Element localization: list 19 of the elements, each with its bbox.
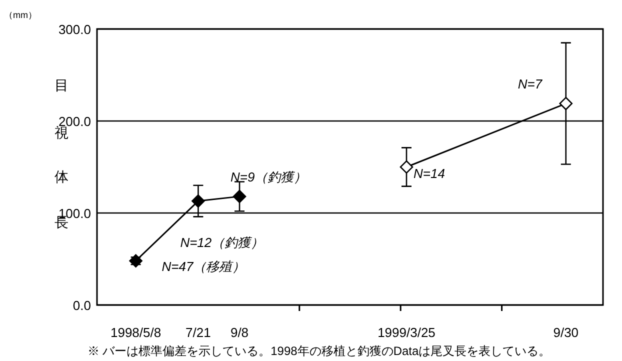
x-tick-label: 9/8 <box>230 325 249 340</box>
text: ※ バーは標準偏差を示している。1998年の移植と釣獲のDataは尾叉長を表している。 <box>87 344 551 358</box>
annotation: N=47（移殖） <box>162 258 246 274</box>
point <box>559 96 573 110</box>
y-tick-label: 300.0 <box>58 22 91 37</box>
point <box>400 160 414 174</box>
annotation: N=7 <box>518 76 543 92</box>
x-tick-label: 7/21 <box>186 325 211 340</box>
y-tick-label: 0.0 <box>72 298 91 313</box>
point <box>192 194 205 208</box>
annotation: N=12（釣獲） <box>180 235 264 250</box>
x-tick-label: 9/30 <box>553 325 579 340</box>
point <box>129 254 142 268</box>
x-tick-label: 1999/3/25 <box>378 325 436 340</box>
x-tick-label: 1998/5/8 <box>110 325 162 340</box>
annotation: N=9（釣獲） <box>230 169 307 184</box>
text: （mm） <box>4 10 37 20</box>
point <box>232 190 246 204</box>
annotation: N=14 <box>414 166 445 181</box>
